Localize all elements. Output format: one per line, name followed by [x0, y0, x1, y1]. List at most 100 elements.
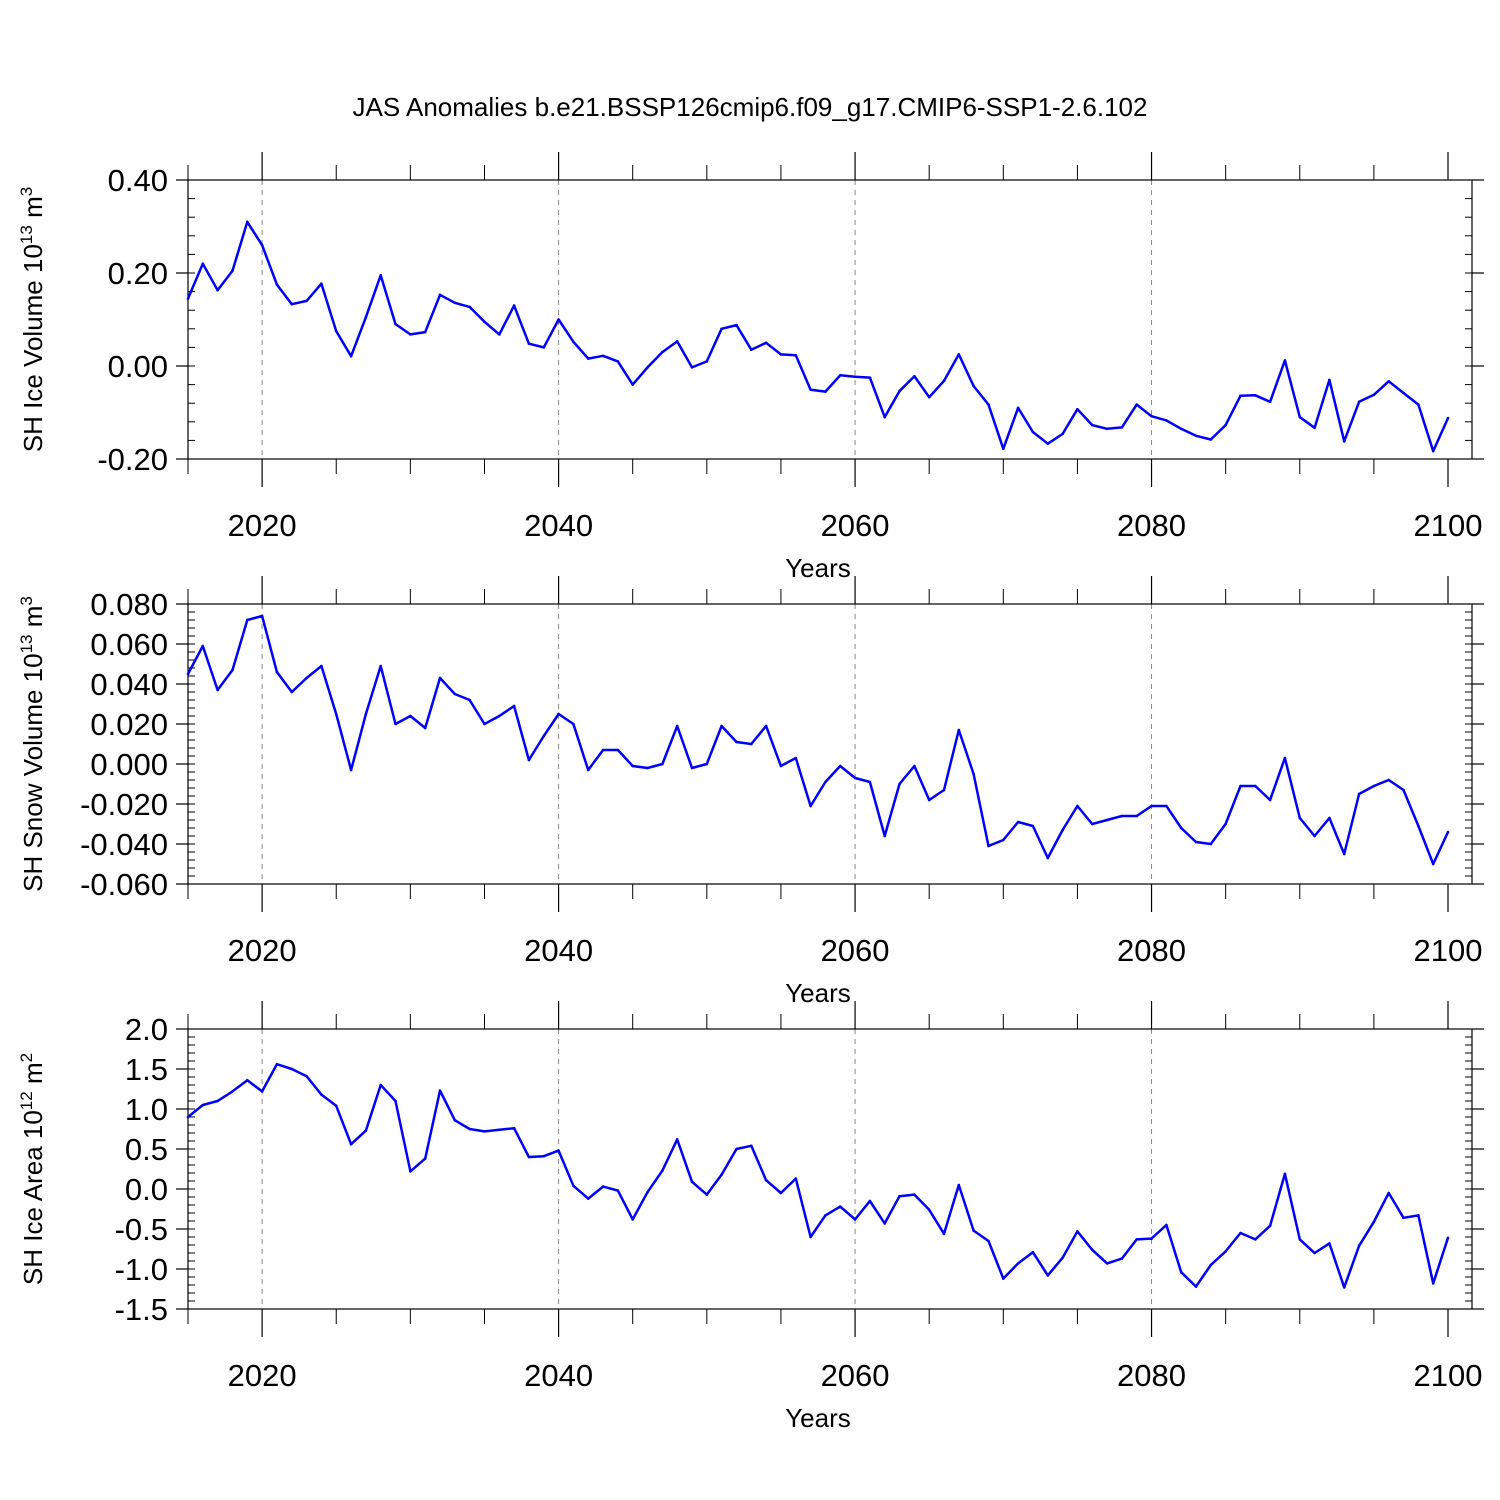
data-point [453, 301, 457, 305]
data-point [245, 618, 249, 622]
plot-frame [187, 179, 1473, 460]
data-point [601, 354, 605, 358]
data-point [1031, 1250, 1035, 1254]
data-point [705, 1193, 709, 1196]
data-point [1342, 852, 1346, 856]
data-point [1402, 788, 1405, 792]
data-point [231, 269, 234, 272]
data-point [1446, 416, 1450, 420]
data-point [1357, 792, 1361, 796]
data-point [794, 756, 798, 760]
data-point [705, 360, 709, 363]
data-point [438, 1089, 442, 1092]
data-point [1179, 1270, 1183, 1274]
data-point [675, 1138, 679, 1141]
data-point [1090, 822, 1094, 826]
data-point [557, 712, 560, 716]
data-point [987, 1239, 990, 1243]
data-point [764, 1178, 768, 1182]
data-point [1298, 415, 1302, 419]
data-point [1372, 393, 1376, 397]
data-point [1372, 1220, 1376, 1224]
data-point [735, 1147, 738, 1151]
data-point [1105, 1262, 1109, 1265]
data-point [1298, 816, 1302, 820]
data-point [364, 1129, 368, 1132]
data-point [468, 698, 471, 702]
data-point [438, 676, 442, 680]
data-point [186, 672, 190, 676]
data-point [1372, 784, 1376, 788]
x-tick-label: 2060 [821, 933, 890, 968]
data-point [497, 1128, 501, 1132]
data-point [1313, 426, 1316, 430]
data-point [735, 323, 738, 327]
data-point [1090, 423, 1094, 427]
x-tick-label: 2080 [1117, 933, 1186, 968]
data-point [320, 1093, 323, 1096]
data-point [1165, 419, 1168, 422]
data-point [1417, 824, 1420, 828]
x-axis-title: Years [785, 978, 851, 1008]
x-tick-label: 2080 [1117, 1358, 1186, 1393]
x-tick-label: 2100 [1414, 1358, 1483, 1393]
data-point [972, 1229, 975, 1232]
data-point [1135, 1238, 1139, 1241]
data-point [764, 724, 768, 728]
data-point [1387, 380, 1391, 383]
data-point [1150, 804, 1153, 808]
data-point [1253, 1238, 1257, 1241]
data-point [898, 782, 901, 786]
data-point [1402, 1216, 1405, 1220]
y-tick-label: -1.5 [115, 1292, 168, 1327]
data-point [883, 1222, 887, 1225]
data-point [216, 688, 219, 692]
data-point [349, 1142, 353, 1146]
data-point [972, 772, 975, 776]
data-point [557, 318, 560, 321]
data-point [1120, 814, 1124, 818]
data-point [1016, 1262, 1020, 1265]
x-tick-label: 2100 [1414, 933, 1483, 968]
data-point [1001, 447, 1005, 451]
data-point [853, 776, 857, 780]
data-point [913, 764, 916, 768]
data-point [616, 360, 620, 363]
data-point [1431, 862, 1435, 866]
data-point [1179, 427, 1183, 431]
series-line [187, 1062, 1450, 1289]
data-point [675, 724, 679, 728]
data-point [216, 288, 219, 292]
y-tick-label: 0.000 [90, 747, 168, 782]
data-point [1224, 822, 1227, 826]
data-point [245, 1078, 249, 1082]
data-point [631, 383, 635, 386]
data-point [438, 293, 442, 297]
data-point [290, 1067, 294, 1071]
plot-panel-2: -0.060 -0.040 -0.020 0.000 0.020 0.040 0.060 0.… [17, 576, 1484, 1008]
data-point [1046, 856, 1050, 860]
plot-panel-3: -1.5 -1.0 -0.5 0.0 0.5 1.0 1.5 2.0 2020 2040 2060 2… [17, 1001, 1484, 1433]
y-tick-label: 0.5 [125, 1132, 168, 1167]
data-point [1239, 394, 1242, 398]
data-point [809, 804, 812, 808]
data-point [542, 346, 546, 349]
data-point [1313, 834, 1316, 838]
y-tick-label: 0.20 [108, 256, 168, 291]
data-point [453, 1118, 457, 1122]
data-point [201, 1103, 205, 1107]
x-axis-title: Years [785, 553, 851, 583]
y-tick-label: -0.040 [80, 827, 168, 862]
data-point [1342, 1286, 1346, 1289]
y-tick-label: 2.0 [125, 1012, 168, 1047]
data-point [661, 350, 664, 354]
data-point [913, 374, 916, 378]
data-point [913, 1193, 916, 1196]
data-point [1120, 426, 1124, 429]
data-point [868, 780, 872, 784]
data-point [1179, 826, 1183, 830]
data-point [1061, 432, 1064, 436]
data-point [1194, 1285, 1198, 1288]
data-point [453, 692, 457, 696]
data-point [1016, 406, 1020, 410]
